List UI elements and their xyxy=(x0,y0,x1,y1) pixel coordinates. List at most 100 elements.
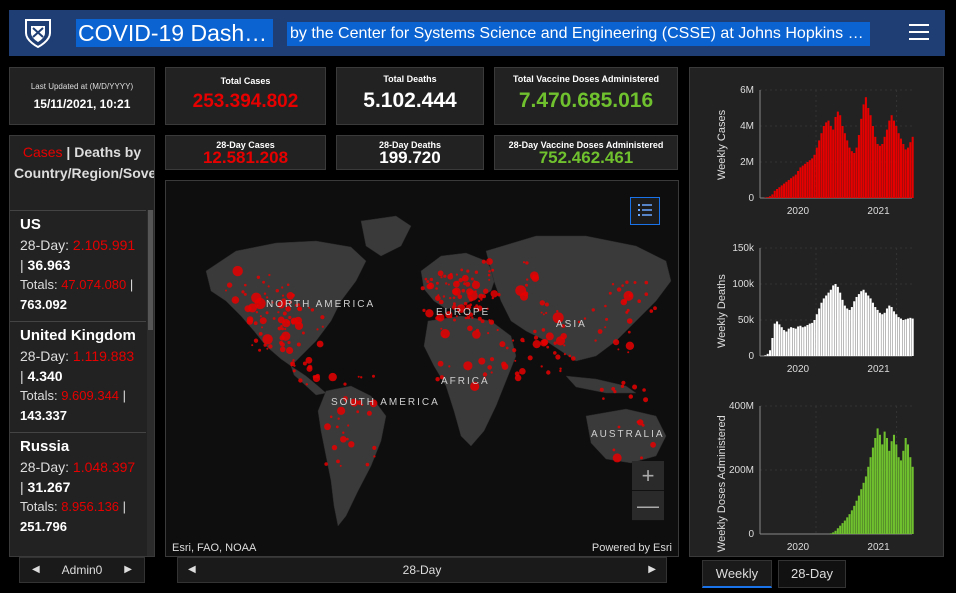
case-bubble[interactable] xyxy=(466,315,471,320)
case-bubble[interactable] xyxy=(331,444,338,451)
chart-bar[interactable] xyxy=(766,353,769,356)
case-bubble[interactable] xyxy=(280,325,283,328)
chart-bar[interactable] xyxy=(787,328,790,356)
case-bubble[interactable] xyxy=(286,283,290,287)
case-bubble[interactable] xyxy=(451,304,457,310)
case-bubble[interactable] xyxy=(429,282,432,286)
case-bubble[interactable] xyxy=(372,445,377,450)
chart-bar[interactable] xyxy=(899,318,903,356)
case-bubble[interactable] xyxy=(625,310,629,314)
case-bubble[interactable] xyxy=(449,296,452,300)
case-bubble[interactable] xyxy=(467,325,473,332)
case-bubble[interactable] xyxy=(625,341,635,350)
list-item[interactable]: United Kingdom 28-Day: 1.119.883 | 4.340… xyxy=(10,321,146,432)
case-bubble[interactable] xyxy=(329,415,333,419)
case-bubble[interactable] xyxy=(232,265,243,277)
chart-bar[interactable] xyxy=(906,318,910,356)
chart-bar[interactable] xyxy=(848,514,851,534)
case-bubble[interactable] xyxy=(466,288,474,296)
case-bubble[interactable] xyxy=(308,306,311,309)
case-bubble[interactable] xyxy=(626,318,633,324)
chart-bar[interactable] xyxy=(841,299,844,356)
chart-bar[interactable] xyxy=(902,320,905,356)
case-bubble[interactable] xyxy=(292,369,296,373)
case-bubble[interactable] xyxy=(514,359,517,362)
case-bubble[interactable] xyxy=(301,331,305,335)
case-bubble[interactable] xyxy=(525,283,528,287)
case-bubble[interactable] xyxy=(478,357,486,365)
chart-bar[interactable] xyxy=(794,174,797,198)
case-bubble[interactable] xyxy=(533,335,539,340)
chart-bar[interactable] xyxy=(897,317,900,356)
chart-bar[interactable] xyxy=(783,183,786,198)
chart-bar[interactable] xyxy=(904,149,907,198)
case-bubble[interactable] xyxy=(277,311,280,314)
case-bubble[interactable] xyxy=(463,301,468,306)
case-bubble[interactable] xyxy=(627,330,631,334)
case-bubble[interactable] xyxy=(608,291,612,295)
chart-bar[interactable] xyxy=(904,438,907,534)
case-bubble[interactable] xyxy=(488,278,491,281)
chart-bar[interactable] xyxy=(855,147,858,198)
case-bubble[interactable] xyxy=(281,294,285,297)
case-bubble[interactable] xyxy=(487,332,490,335)
case-bubble[interactable] xyxy=(342,431,345,434)
chart-bar[interactable] xyxy=(888,450,891,534)
case-bubble[interactable] xyxy=(474,270,479,274)
case-bubble[interactable] xyxy=(337,406,346,415)
chart-bar[interactable] xyxy=(834,530,837,534)
case-bubble[interactable] xyxy=(272,317,276,320)
chart-bar[interactable] xyxy=(855,296,858,356)
case-bubble[interactable] xyxy=(555,336,566,346)
chart-bar[interactable] xyxy=(862,482,865,534)
case-bubble[interactable] xyxy=(369,399,378,408)
case-bubble[interactable] xyxy=(478,299,481,303)
chart-bar[interactable] xyxy=(780,327,783,356)
chart-bar[interactable] xyxy=(787,180,790,198)
case-bubble[interactable] xyxy=(540,311,543,314)
chart-bar[interactable] xyxy=(855,500,858,534)
case-bubble[interactable] xyxy=(263,343,267,347)
case-bubble[interactable] xyxy=(316,340,324,348)
pager-next-icon[interactable]: ▶ xyxy=(124,564,132,575)
chart-bar[interactable] xyxy=(860,118,863,198)
case-bubble[interactable] xyxy=(490,290,498,298)
chart-bar[interactable] xyxy=(771,338,774,356)
case-bubble[interactable] xyxy=(281,331,291,341)
case-bubble[interactable] xyxy=(617,425,621,429)
chart-bar[interactable] xyxy=(792,327,795,356)
case-bubble[interactable] xyxy=(282,319,291,328)
chart-bar[interactable] xyxy=(836,111,839,198)
case-bubble[interactable] xyxy=(591,308,595,312)
chart-bar[interactable] xyxy=(890,115,893,198)
case-bubble[interactable] xyxy=(514,374,522,382)
case-bubble[interactable] xyxy=(452,302,456,306)
case-bubble[interactable] xyxy=(649,309,654,313)
case-bubble[interactable] xyxy=(256,275,261,279)
chart-bar[interactable] xyxy=(778,324,781,356)
case-bubble[interactable] xyxy=(519,368,526,375)
case-bubble[interactable] xyxy=(296,342,301,347)
case-bubble[interactable] xyxy=(525,261,529,265)
case-bubble[interactable] xyxy=(553,351,557,355)
chart-bar[interactable] xyxy=(857,495,860,534)
case-bubble[interactable] xyxy=(422,308,426,312)
case-bubble[interactable] xyxy=(312,375,317,379)
case-bubble[interactable] xyxy=(241,290,245,294)
case-bubble[interactable] xyxy=(291,293,295,297)
case-bubble[interactable] xyxy=(435,377,440,382)
chart-bar[interactable] xyxy=(783,330,786,356)
case-bubble[interactable] xyxy=(470,277,474,281)
chart-bar[interactable] xyxy=(843,133,846,198)
chart-bar[interactable] xyxy=(881,444,884,534)
case-bubble[interactable] xyxy=(305,383,308,386)
case-bubble[interactable] xyxy=(281,298,287,304)
chart-bar[interactable] xyxy=(820,302,823,356)
case-bubble[interactable] xyxy=(644,292,649,296)
case-bubble[interactable] xyxy=(288,300,292,304)
chart-bar[interactable] xyxy=(902,450,905,534)
case-bubble[interactable] xyxy=(594,339,597,342)
case-bubble[interactable] xyxy=(617,348,620,351)
case-bubble[interactable] xyxy=(466,269,470,273)
case-bubble[interactable] xyxy=(650,441,656,448)
